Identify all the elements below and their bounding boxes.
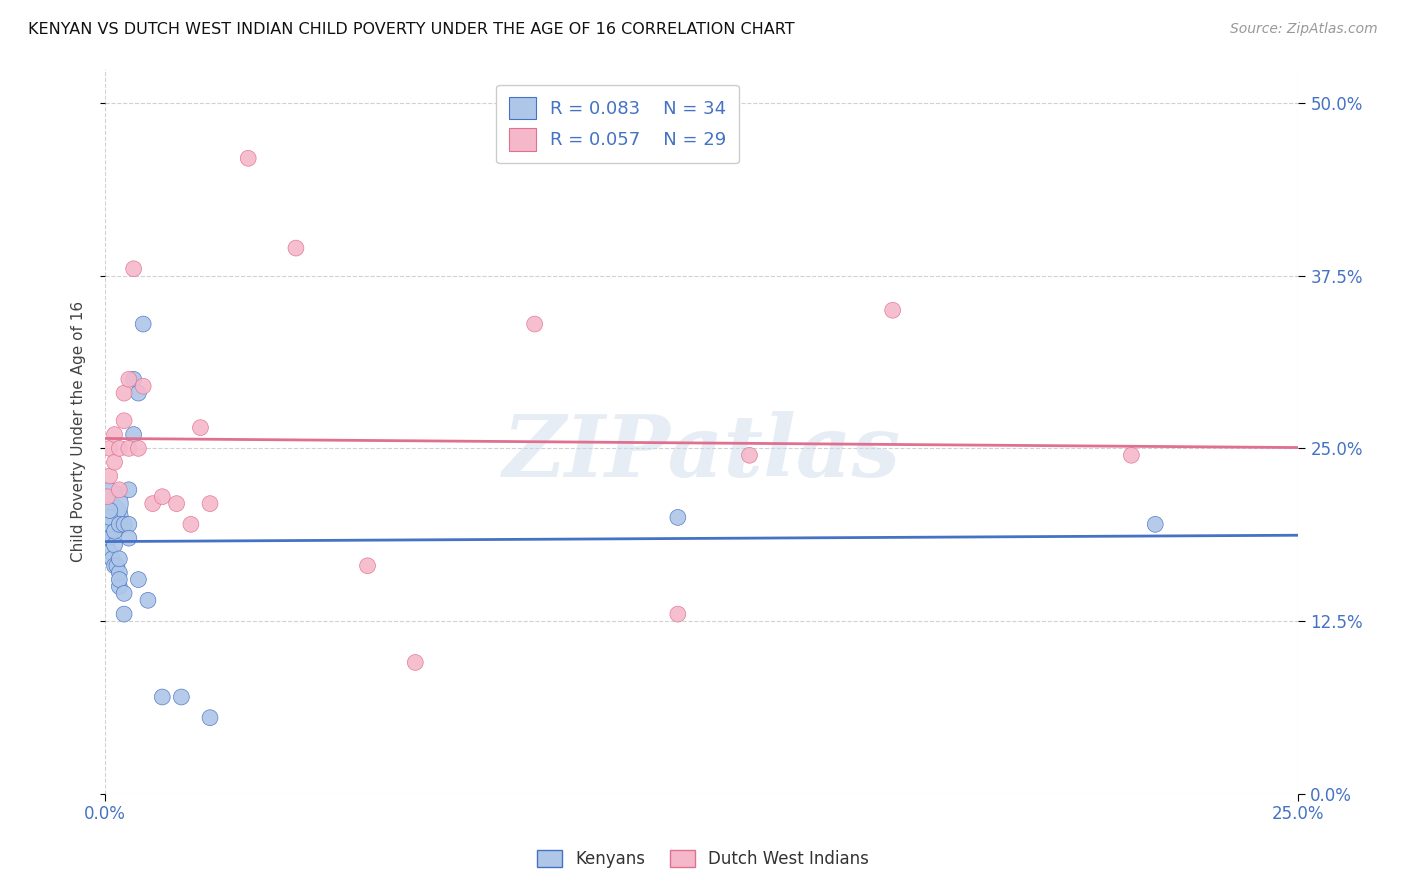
Point xyxy=(142,497,165,511)
Point xyxy=(108,566,131,580)
Point xyxy=(108,517,131,532)
Point xyxy=(127,442,149,456)
Point xyxy=(98,531,121,545)
Point xyxy=(180,517,202,532)
Legend: R = 0.083    N = 34, R = 0.057    N = 29: R = 0.083 N = 34, R = 0.057 N = 29 xyxy=(496,85,740,163)
Point xyxy=(98,510,121,524)
Point xyxy=(112,386,135,401)
Point xyxy=(101,552,124,566)
Point xyxy=(166,497,188,511)
Point xyxy=(108,552,131,566)
Legend: Kenyans, Dutch West Indians: Kenyans, Dutch West Indians xyxy=(530,843,876,875)
Point xyxy=(190,420,212,434)
Point xyxy=(404,656,426,670)
Point xyxy=(103,538,125,552)
Point xyxy=(103,455,125,469)
Point xyxy=(103,524,125,539)
Point xyxy=(356,558,378,573)
Point xyxy=(666,510,689,524)
Point xyxy=(150,690,173,704)
Point xyxy=(98,469,121,483)
Y-axis label: Child Poverty Under the Age of 16: Child Poverty Under the Age of 16 xyxy=(72,301,86,562)
Point xyxy=(108,442,131,456)
Point xyxy=(96,510,118,524)
Point xyxy=(96,490,118,504)
Point xyxy=(238,151,260,165)
Point xyxy=(103,558,125,573)
Point xyxy=(127,386,149,401)
Point xyxy=(112,414,135,428)
Point xyxy=(132,379,155,393)
Point xyxy=(118,372,141,386)
Point xyxy=(170,690,193,704)
Point xyxy=(118,517,141,532)
Point xyxy=(98,503,121,517)
Point xyxy=(523,317,546,331)
Point xyxy=(118,531,141,545)
Point xyxy=(198,711,221,725)
Point xyxy=(122,261,145,276)
Point xyxy=(1121,448,1143,462)
Point xyxy=(103,427,125,442)
Point xyxy=(118,483,141,497)
Point xyxy=(127,573,149,587)
Point xyxy=(98,517,121,532)
Point xyxy=(284,241,307,255)
Point xyxy=(108,483,131,497)
Point xyxy=(98,545,121,559)
Point xyxy=(122,427,145,442)
Point xyxy=(150,490,173,504)
Point xyxy=(112,607,135,621)
Point xyxy=(112,517,135,532)
Point xyxy=(136,593,159,607)
Point xyxy=(122,372,145,386)
Point xyxy=(105,558,128,573)
Point xyxy=(882,303,904,318)
Point xyxy=(198,497,221,511)
Point xyxy=(98,442,121,456)
Point xyxy=(738,448,761,462)
Text: KENYAN VS DUTCH WEST INDIAN CHILD POVERTY UNDER THE AGE OF 16 CORRELATION CHART: KENYAN VS DUTCH WEST INDIAN CHILD POVERT… xyxy=(28,22,794,37)
Point xyxy=(108,579,131,593)
Point xyxy=(132,317,155,331)
Text: Source: ZipAtlas.com: Source: ZipAtlas.com xyxy=(1230,22,1378,37)
Point xyxy=(108,573,131,587)
Point xyxy=(118,442,141,456)
Point xyxy=(112,586,135,600)
Point xyxy=(96,497,118,511)
Point xyxy=(666,607,689,621)
Text: ZIPatlas: ZIPatlas xyxy=(503,411,901,494)
Point xyxy=(1144,517,1167,532)
